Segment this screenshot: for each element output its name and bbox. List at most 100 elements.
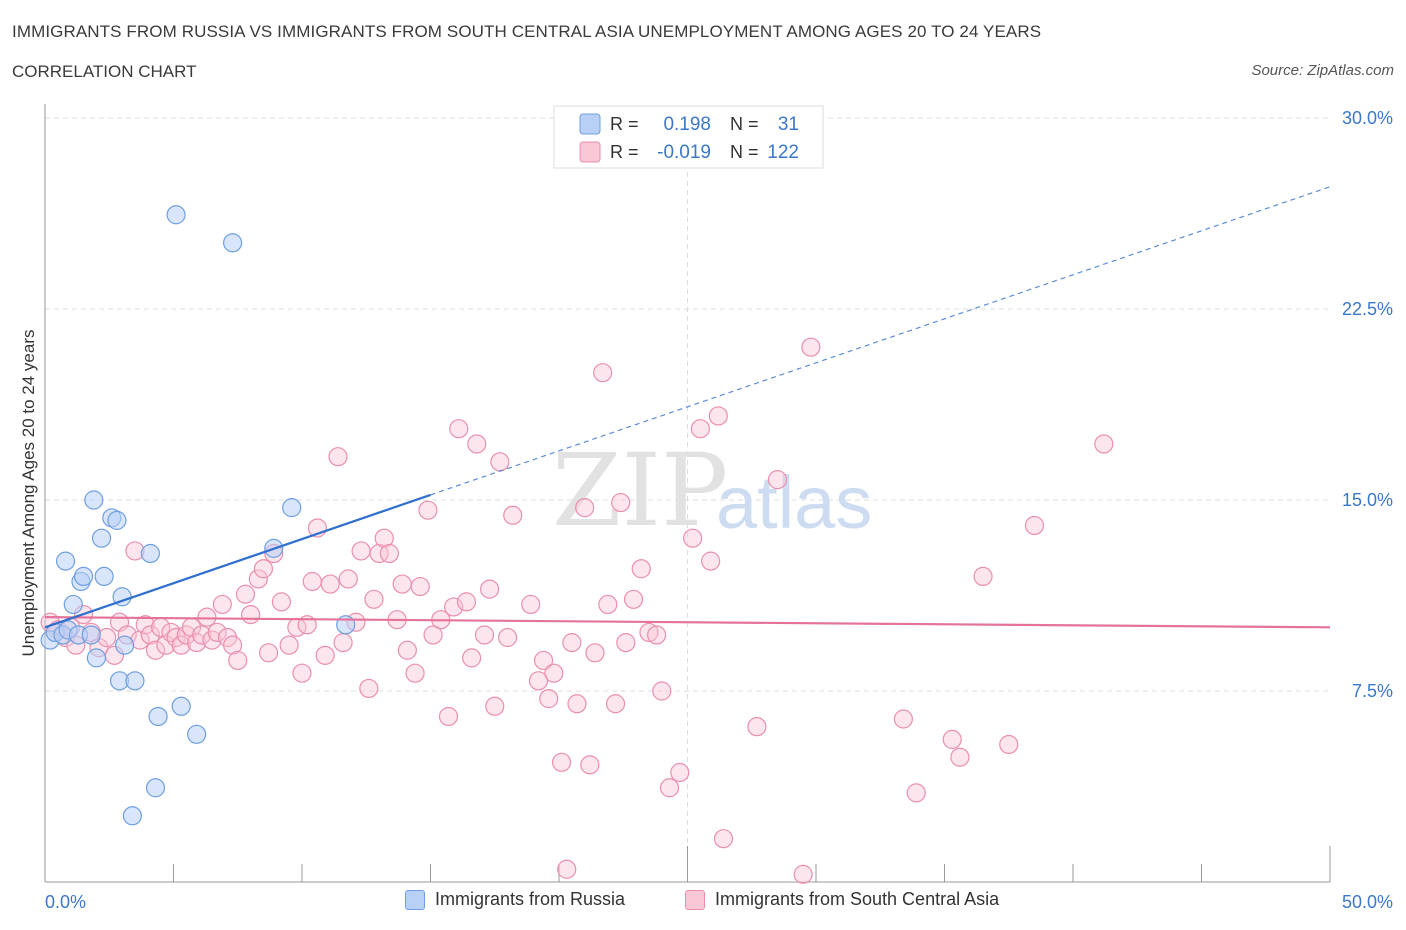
data-point-sca	[438, 706, 459, 727]
stats-legend-n-label: N =	[730, 142, 759, 162]
data-point-sca	[392, 574, 412, 594]
data-point-sca	[631, 559, 651, 579]
data-point-sca	[228, 650, 248, 671]
data-point-sca	[544, 663, 564, 683]
data-point-sca	[467, 434, 487, 454]
data-point-sca	[235, 584, 256, 604]
data-point-sca	[192, 625, 212, 645]
data-point-sca	[567, 694, 587, 714]
data-point-sca	[359, 678, 379, 699]
data-point-russia	[115, 635, 135, 655]
y-tick-label: 22.5%	[1342, 299, 1393, 319]
stats-legend: R = 0.198 N = 31 R = -0.019 N = 122	[553, 105, 824, 169]
y-tick-label: 7.5%	[1352, 681, 1393, 701]
data-point-sca	[351, 541, 371, 561]
data-point-sca	[605, 694, 626, 714]
series-russia	[40, 205, 356, 826]
data-point-sca	[528, 671, 549, 691]
data-point-sca	[320, 574, 340, 594]
data-point-sca	[253, 559, 274, 579]
data-point-sca	[793, 864, 813, 884]
data-point-sca	[241, 604, 261, 625]
data-point-russia	[145, 778, 166, 798]
data-point-sca	[315, 645, 335, 665]
data-point-russia	[122, 806, 142, 826]
data-point-sca	[292, 663, 312, 683]
data-point-sca	[279, 635, 299, 655]
chart-source: Source: ZipAtlas.com	[1251, 62, 1394, 79]
data-point-sca	[161, 622, 181, 643]
data-point-sca	[485, 696, 505, 716]
data-point-sca	[942, 729, 962, 749]
data-point-russia	[107, 510, 127, 530]
data-point-sca	[328, 447, 348, 467]
data-point-sca	[423, 625, 443, 645]
data-point-sca	[369, 543, 389, 564]
data-point-sca	[498, 627, 518, 648]
data-point-sca	[659, 778, 680, 798]
legend-swatch-russia	[405, 889, 425, 910]
data-point-sca	[271, 592, 292, 612]
data-point-sca	[333, 633, 353, 653]
data-point-sca	[379, 543, 399, 564]
data-point-sca	[207, 622, 227, 643]
series-south-central-asia	[40, 337, 1114, 884]
data-point-sca	[713, 829, 734, 849]
data-point-sca	[140, 625, 160, 645]
data-point-sca	[767, 470, 788, 490]
stats-legend-r-value: -0.019	[657, 142, 711, 163]
data-point-sca	[701, 551, 721, 571]
data-point-sca	[539, 689, 559, 709]
data-point-sca	[1024, 515, 1045, 536]
data-point-sca	[747, 717, 767, 737]
stats-legend-r-label: R =	[610, 114, 639, 134]
data-point-sca	[593, 363, 613, 383]
data-point-sca	[248, 569, 268, 589]
x-tick-label: 0.0%	[45, 892, 86, 912]
data-point-sca	[598, 594, 618, 615]
data-point-sca	[474, 625, 495, 645]
data-point-russia	[187, 724, 207, 744]
data-point-sca	[551, 752, 572, 772]
data-point-sca	[145, 640, 166, 660]
data-point-russia	[94, 566, 114, 587]
legend-label-sca: Immigrants from South Central Asia	[715, 889, 1000, 909]
stats-legend-r-value: 0.198	[663, 114, 711, 135]
data-point-russia	[148, 706, 168, 727]
bottom-legend: Immigrants from Russia Immigrants from S…	[0, 889, 1406, 915]
data-point-sca	[302, 571, 322, 592]
data-point-sca	[480, 579, 500, 599]
data-point-sca	[364, 589, 384, 609]
data-point-sca	[374, 528, 394, 548]
data-point-sca	[444, 597, 464, 617]
legend-item-sca[interactable]: Immigrants from South Central Asia	[685, 889, 999, 910]
data-point-sca	[999, 734, 1019, 755]
data-point-sca	[1094, 434, 1114, 454]
data-point-russia	[73, 566, 94, 587]
data-point-sca	[585, 643, 605, 663]
watermark-atlas: atlas	[716, 461, 872, 544]
data-point-sca	[456, 592, 477, 612]
data-point-sca	[690, 419, 710, 439]
trend-line-russia-extension	[430, 186, 1331, 496]
data-point-sca	[418, 500, 438, 520]
data-point-sca	[683, 528, 703, 548]
data-point-russia	[171, 696, 191, 716]
data-point-sca	[557, 859, 577, 879]
data-point-sca	[410, 576, 430, 597]
stats-legend-n-value: 122	[767, 142, 799, 163]
data-point-sca	[405, 663, 425, 683]
data-point-sca	[906, 783, 926, 803]
data-point-sca	[611, 492, 631, 513]
data-point-russia	[81, 625, 101, 645]
stats-legend-r-label: R =	[610, 142, 639, 162]
data-point-sca	[973, 566, 993, 587]
chart-subtitle: CORRELATION CHART	[12, 62, 197, 81]
data-point-sca	[580, 755, 600, 775]
data-point-sca	[670, 762, 690, 783]
data-point-russia	[86, 648, 107, 668]
trend-line-sca	[44, 616, 1331, 629]
legend-swatch-sca	[685, 889, 705, 910]
legend-item-russia[interactable]: Immigrants from Russia	[405, 889, 625, 910]
data-point-sca	[258, 643, 279, 663]
